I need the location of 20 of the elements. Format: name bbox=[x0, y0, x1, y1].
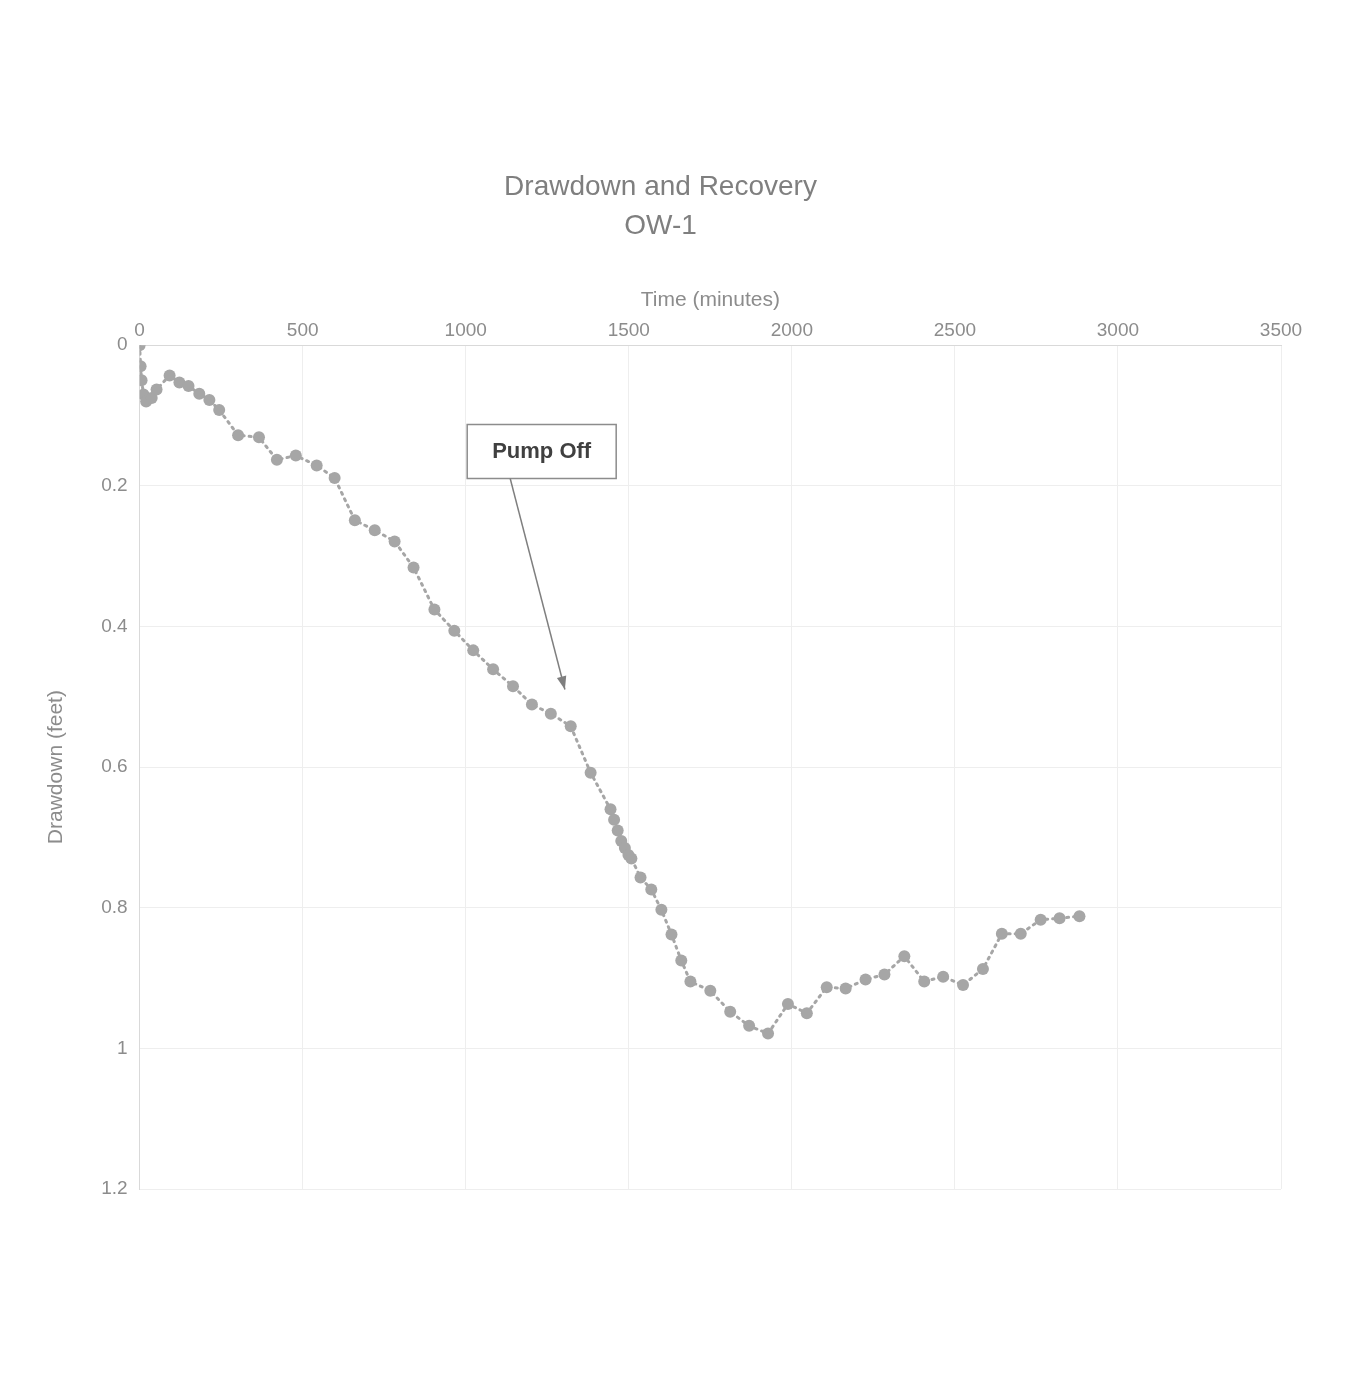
x-axis-title: Time (minutes) bbox=[640, 286, 780, 310]
x-tick-label: 1500 bbox=[607, 319, 650, 341]
x-tick-label: 2000 bbox=[770, 319, 813, 341]
x-tick-label: 2500 bbox=[933, 319, 977, 341]
chart-title: Drawdown and Recovery bbox=[504, 169, 817, 201]
y-tick-label: 0 bbox=[117, 333, 128, 355]
y-tick-label: 0.8 bbox=[101, 895, 128, 917]
annotation: Pump Off bbox=[492, 437, 592, 463]
x-tick-label: 3000 bbox=[1096, 319, 1140, 341]
x-tick-label: 3500 bbox=[1259, 319, 1303, 341]
x-tick-label: 0 bbox=[134, 319, 145, 341]
y-tick-label: 1 bbox=[117, 1036, 128, 1058]
y-tick-label: 0.4 bbox=[101, 614, 129, 636]
y-tick-label: 0.2 bbox=[101, 474, 128, 496]
x-tick-label: 1000 bbox=[444, 319, 487, 341]
y-axis-title: Drawdown (feet) bbox=[43, 690, 67, 845]
y-tick-label: 1.2 bbox=[101, 1177, 128, 1199]
y-tick-label: 0.6 bbox=[101, 755, 128, 777]
x-tick-label: 500 bbox=[286, 319, 319, 341]
chart-subtitle: OW-1 bbox=[624, 209, 697, 241]
